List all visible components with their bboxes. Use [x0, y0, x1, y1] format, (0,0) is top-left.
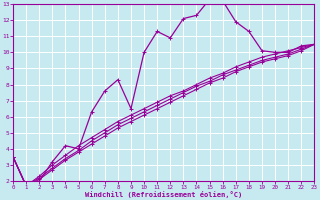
X-axis label: Windchill (Refroidissement éolien,°C): Windchill (Refroidissement éolien,°C) [85, 191, 242, 198]
